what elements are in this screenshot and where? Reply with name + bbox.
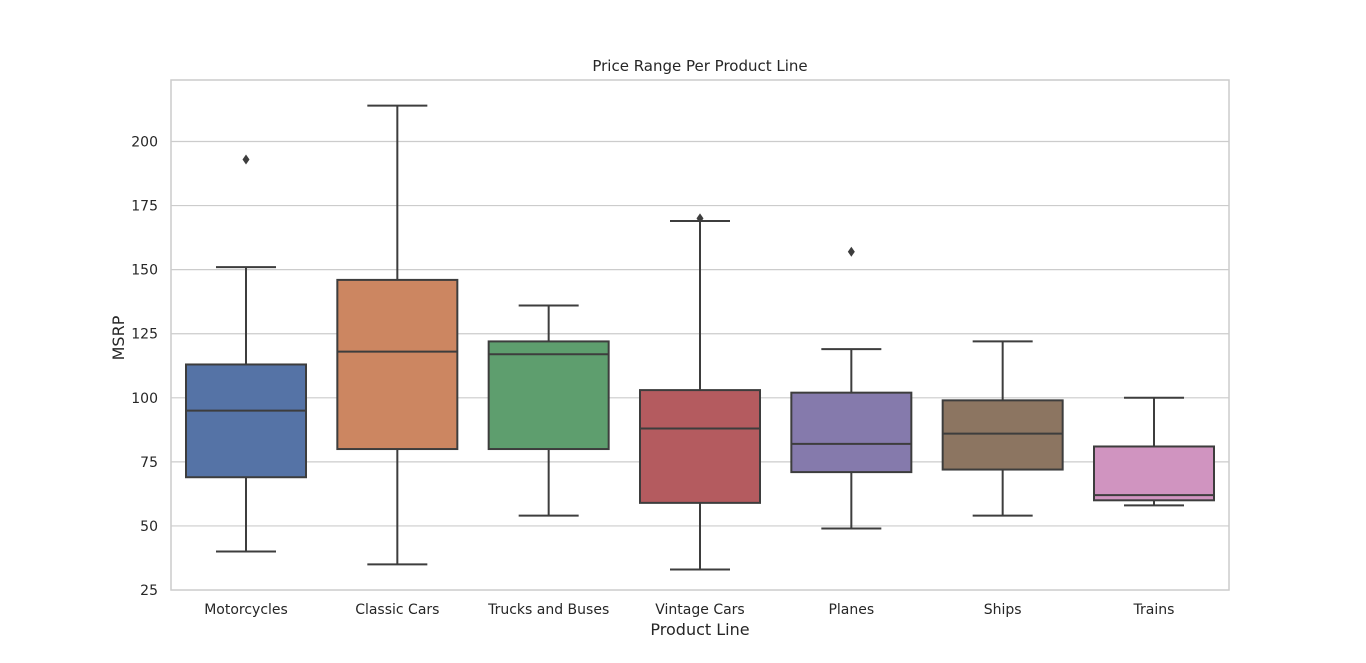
box-trucks-and-buses: [487, 304, 610, 517]
y-tick-label-100: 100: [131, 391, 158, 407]
box-planes: [790, 246, 913, 530]
box-iqr: [336, 278, 459, 451]
x-tick-label-1: Classic Cars: [355, 602, 439, 618]
box-iqr: [185, 363, 307, 479]
x-tick-label-5: Ships: [984, 602, 1022, 618]
chart-title: Price Range Per Product Line: [592, 57, 807, 75]
box-iqr: [790, 391, 913, 474]
y-tick-label-175: 175: [131, 199, 158, 215]
box-iqr: [639, 389, 761, 504]
x-tick-label-4: Planes: [828, 602, 874, 618]
outlier-point: [242, 154, 250, 165]
box-motorcycles: [185, 154, 307, 553]
boxes: [185, 104, 1215, 571]
x-tick-labels: Motorcycles Classic Cars Trucks and Buses V…: [204, 602, 1174, 618]
y-axis-label: MSRP: [109, 315, 128, 360]
box-vintage-cars: [639, 213, 761, 571]
y-tick-label-75: 75: [140, 455, 158, 471]
box-classic-cars: [336, 104, 459, 566]
x-axis-label: Product Line: [650, 620, 749, 639]
box-iqr: [941, 399, 1064, 471]
y-tick-label-200: 200: [131, 135, 158, 151]
box-ships: [941, 340, 1064, 517]
y-tick-labels: 25 50 75 100 125 150 175 200: [131, 135, 158, 599]
plot-frame: [170, 79, 1230, 591]
y-tick-label-25: 25: [140, 583, 158, 599]
x-tick-label-6: Trains: [1133, 602, 1175, 618]
outlier-point: [847, 246, 855, 257]
y-tick-label-50: 50: [140, 519, 158, 535]
y-tick-label-125: 125: [131, 327, 158, 343]
box-trains: [1093, 396, 1215, 507]
x-tick-label-0: Motorcycles: [204, 602, 288, 618]
box-iqr: [1093, 445, 1215, 502]
x-tick-label-2: Trucks and Buses: [487, 602, 609, 618]
box-iqr: [487, 340, 610, 451]
outlier-point: [696, 213, 704, 224]
x-tick-label-3: Vintage Cars: [655, 602, 744, 618]
y-tick-label-150: 150: [131, 263, 158, 279]
